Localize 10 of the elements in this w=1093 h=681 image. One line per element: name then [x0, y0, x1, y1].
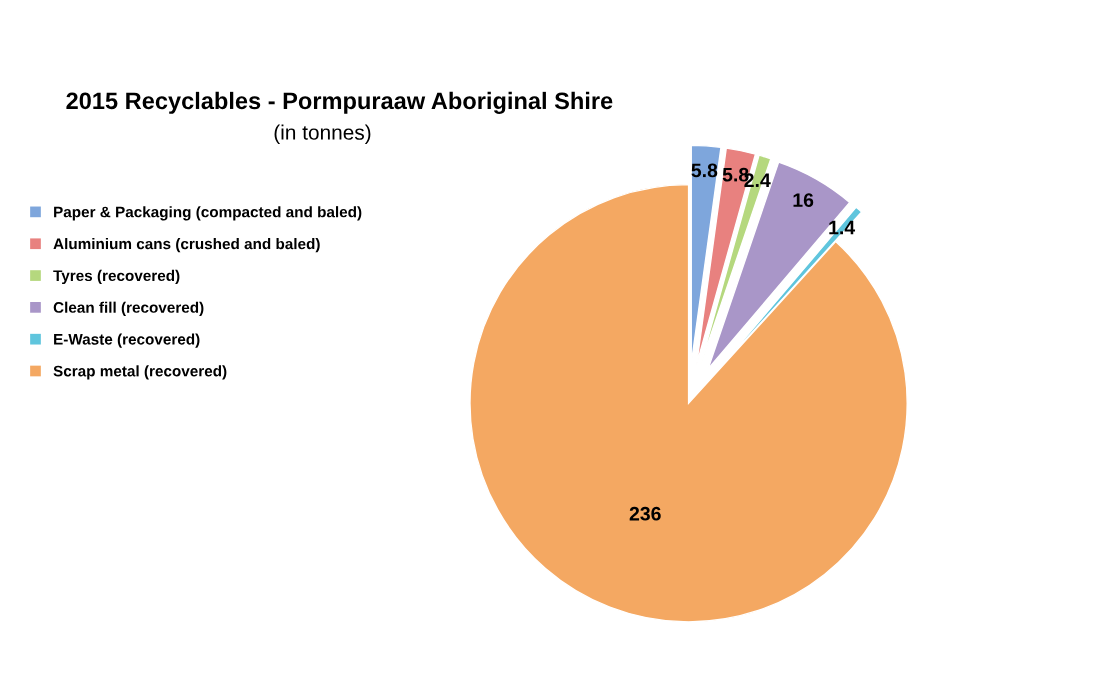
legend-label: Tyres (recovered)	[53, 269, 180, 285]
data-label: 236	[629, 506, 661, 521]
legend-label: Aluminium cans (crushed and baled)	[53, 238, 320, 253]
legend-label: Paper & Packaging (compacted and baled)	[54, 206, 362, 221]
legend-label: E-Waste (recovered)	[54, 333, 200, 348]
chart-subtitle: (in tonnes)	[274, 124, 371, 144]
legend-label: Clean fill (recovered)	[53, 301, 204, 316]
data-label: 16	[793, 193, 814, 207]
chart-title: 2015 Recyclables - Pormpuraaw Aboriginal Shire	[66, 91, 613, 114]
legend-label: Scrap metal (recovered)	[53, 365, 227, 380]
